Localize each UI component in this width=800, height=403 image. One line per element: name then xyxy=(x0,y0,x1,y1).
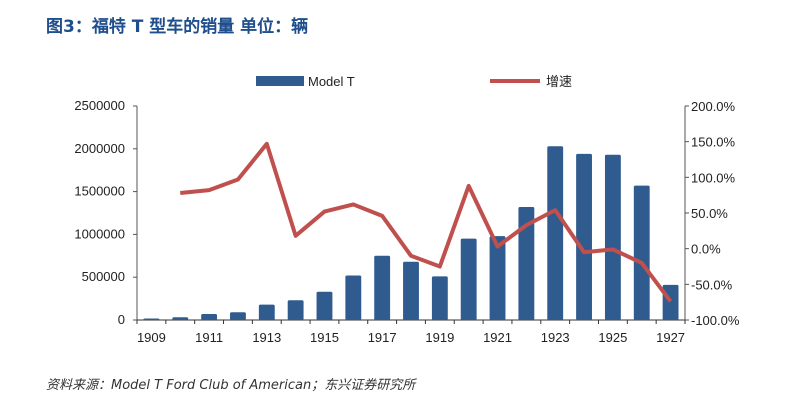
legend-label-growth: 增速 xyxy=(546,74,572,89)
left-tick-label: 2000000 xyxy=(74,141,125,156)
right-tick-label: 100.0% xyxy=(691,170,736,185)
bar-1914 xyxy=(287,300,304,320)
x-tick-label: 1911 xyxy=(195,330,223,345)
growth-line xyxy=(180,141,673,303)
x-tick-label: 1913 xyxy=(252,330,281,345)
bar-1911 xyxy=(201,314,218,320)
right-tick-label: 200.0% xyxy=(691,99,736,114)
bar-1919 xyxy=(431,276,448,320)
bar-1917 xyxy=(374,255,391,320)
bar-1921 xyxy=(489,236,506,320)
right-tick-label: -100.0% xyxy=(691,313,740,328)
x-tick-label: 1927 xyxy=(656,330,685,345)
bar-1915 xyxy=(316,291,333,320)
left-tick-label: 0 xyxy=(118,312,125,327)
legend-bar-swatch xyxy=(256,76,304,86)
legend-label-model-t: Model T xyxy=(308,74,355,89)
right-tick-label: 150.0% xyxy=(691,135,736,150)
x-tick-label: 1919 xyxy=(425,330,454,345)
bar-1924 xyxy=(576,153,592,320)
chart-title: 图3：福特 T 型车的销量 单位：辆 xyxy=(46,17,309,37)
bar-1923 xyxy=(547,146,564,320)
bar-1925 xyxy=(604,154,621,320)
bar-1912 xyxy=(230,312,246,320)
right-tick-label: -50.0% xyxy=(691,277,733,292)
left-tick-label: 2500000 xyxy=(74,98,125,113)
x-tick-label: 1923 xyxy=(541,330,570,345)
left-tick-label: 500000 xyxy=(82,269,125,284)
left-tick-label: 1000000 xyxy=(74,226,125,241)
x-tick-label: 1909 xyxy=(137,330,166,345)
right-tick-label: 50.0% xyxy=(691,206,728,221)
bar-1918 xyxy=(403,261,419,320)
x-tick-label: 1925 xyxy=(598,330,627,345)
bar-1916 xyxy=(345,275,362,320)
right-tick-label: 0.0% xyxy=(691,242,721,257)
source-note: 资料来源：Model T Ford Club of American；东兴证券研… xyxy=(46,378,416,393)
bar-1926 xyxy=(633,185,650,320)
x-tick-label: 1915 xyxy=(310,330,339,345)
bar-1913 xyxy=(258,304,275,320)
bar-1922 xyxy=(518,207,535,320)
bar-1910 xyxy=(172,317,189,320)
left-tick-label: 1500000 xyxy=(74,184,125,199)
bar-1909 xyxy=(143,318,160,320)
x-tick-label: 1917 xyxy=(368,330,397,345)
bar-1927 xyxy=(662,284,679,320)
bar-1920 xyxy=(460,238,477,320)
x-tick-label: 1921 xyxy=(483,330,512,345)
